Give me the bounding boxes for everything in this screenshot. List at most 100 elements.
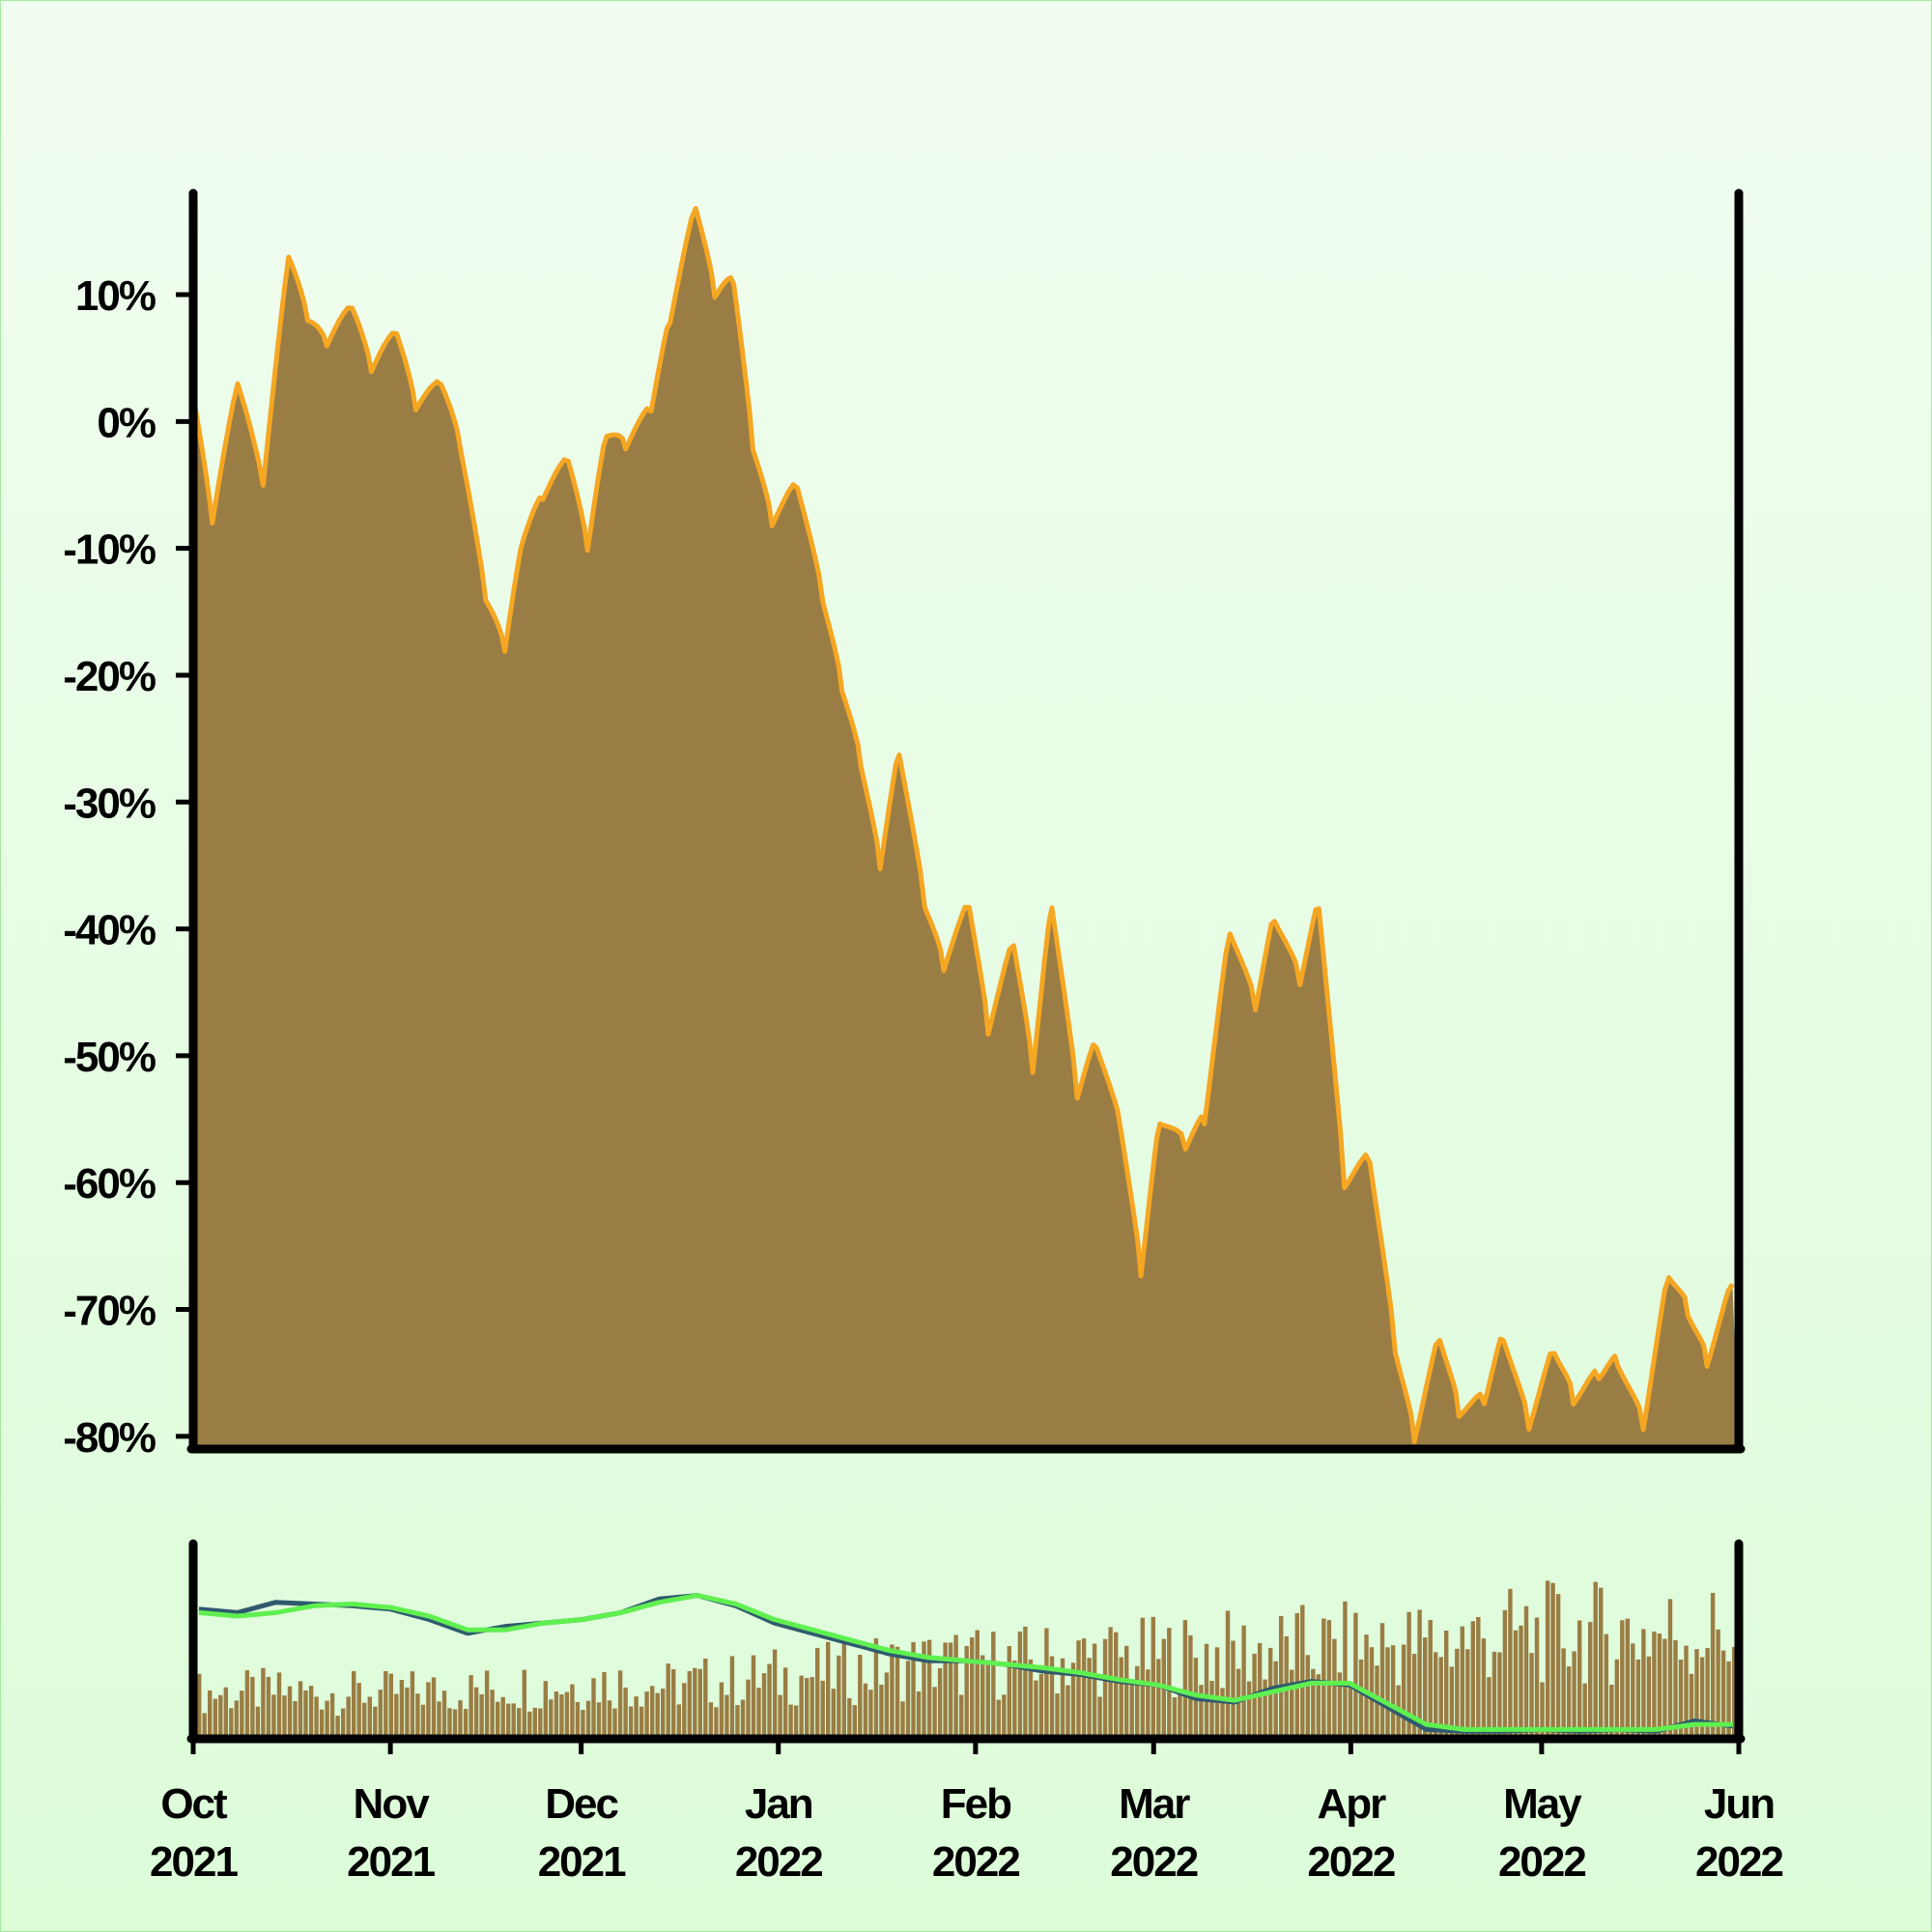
- volume-bar: [208, 1690, 213, 1737]
- volume-bar: [895, 1646, 900, 1737]
- volume-bar: [959, 1694, 964, 1737]
- volume-bar: [554, 1691, 559, 1737]
- volume-bar: [746, 1679, 751, 1737]
- volume-bar: [202, 1713, 207, 1737]
- volume-bar: [1726, 1661, 1731, 1737]
- volume-bar: [1652, 1631, 1657, 1737]
- volume-bar: [1673, 1639, 1678, 1737]
- volume-bar: [1034, 1680, 1038, 1737]
- volume-bar: [617, 1670, 623, 1737]
- volume-bar: [1411, 1654, 1417, 1737]
- volume-bar: [319, 1709, 325, 1737]
- volume-bar: [437, 1701, 441, 1737]
- volume-bar: [826, 1641, 831, 1737]
- volume-bar: [405, 1687, 410, 1737]
- volume-bar: [1290, 1669, 1294, 1737]
- volume-bar: [729, 1656, 735, 1737]
- volume-bar: [1689, 1673, 1694, 1737]
- volume-bar: [1385, 1647, 1390, 1737]
- volume-bar: [1156, 1659, 1161, 1737]
- volume-bar: [367, 1696, 373, 1737]
- volume-bar: [1343, 1601, 1348, 1737]
- volume-bar: [1455, 1648, 1460, 1737]
- volume-bar: [1273, 1661, 1278, 1737]
- volume-bar: [1076, 1640, 1081, 1737]
- volume-bar: [506, 1703, 511, 1737]
- volume-bar: [820, 1680, 825, 1737]
- volume-bar: [1246, 1681, 1252, 1737]
- y-tick-label: -60%: [63, 1160, 156, 1208]
- volume-bar: [1028, 1660, 1034, 1737]
- x-tick-year: 2021: [347, 1838, 435, 1886]
- volume-bar: [1401, 1644, 1406, 1737]
- volume-bar: [197, 1673, 202, 1737]
- volume-bar: [1646, 1656, 1652, 1737]
- volume-bar: [900, 1701, 905, 1737]
- volume-bar: [473, 1687, 479, 1737]
- volume-bar: [761, 1673, 767, 1737]
- volume-bar: [1188, 1634, 1193, 1737]
- volume-bar: [308, 1686, 314, 1737]
- price-panel: 10% 0% -10% -20% -30% -40% -50% -60% -70% -80%: [63, 188, 1746, 1462]
- volume-bar: [1513, 1630, 1519, 1737]
- volume-bar: [255, 1706, 261, 1737]
- y-tick-label: -80%: [63, 1414, 156, 1462]
- volume-bar: [661, 1689, 666, 1737]
- volume-bar: [329, 1692, 335, 1737]
- volume-bar: [1519, 1625, 1523, 1737]
- volume-bar: [1555, 1594, 1561, 1737]
- volume-bar: [1182, 1620, 1188, 1737]
- volume-bar: [1710, 1592, 1716, 1737]
- volume-bar: [751, 1655, 756, 1737]
- volume-bar: [975, 1630, 980, 1737]
- volume-bar: [581, 1710, 585, 1737]
- volume-bar: [447, 1708, 452, 1737]
- volume-bar: [1007, 1646, 1012, 1737]
- x-tick-year: 2021: [150, 1838, 238, 1886]
- volume-bar: [1534, 1617, 1540, 1737]
- volume-bar: [1417, 1609, 1422, 1737]
- volume-bar: [805, 1678, 810, 1737]
- volume-bar: [644, 1691, 649, 1737]
- volume-bar: [1487, 1677, 1492, 1737]
- volume-bar: [1300, 1605, 1305, 1737]
- volume-bar: [1167, 1628, 1172, 1737]
- volume-bar: [1065, 1685, 1070, 1737]
- volume-bar: [1146, 1669, 1151, 1737]
- x-tick-month: Mar: [1119, 1780, 1190, 1828]
- volume-bar: [1566, 1666, 1572, 1737]
- moving-average-long: [198, 1593, 1733, 1732]
- volume-bar: [1529, 1653, 1534, 1737]
- volume-bar: [1561, 1648, 1566, 1737]
- volume-bar: [527, 1711, 532, 1737]
- volume-bar: [1406, 1611, 1411, 1737]
- volume-bar: [452, 1709, 458, 1737]
- volume-bar: [564, 1691, 570, 1737]
- volume-bar: [1694, 1649, 1699, 1737]
- volume-bar: [1476, 1617, 1481, 1737]
- volume-bar: [378, 1690, 384, 1737]
- volume-bar: [496, 1701, 500, 1737]
- volume-bar: [1625, 1618, 1631, 1737]
- volume-bar: [1348, 1683, 1353, 1737]
- volume-bar: [1379, 1623, 1385, 1737]
- volume-bar: [213, 1698, 218, 1737]
- volume-bar: [314, 1696, 319, 1737]
- volume-bar: [522, 1669, 527, 1737]
- volume-bar: [223, 1687, 229, 1737]
- volume-bar: [1332, 1638, 1337, 1737]
- volume-bar: [1716, 1629, 1720, 1737]
- volume-bar: [282, 1695, 287, 1737]
- volume-bar: [426, 1682, 431, 1737]
- y-tick-label: -70%: [63, 1288, 156, 1335]
- volume-bar: [1087, 1658, 1092, 1737]
- volume-bar: [1428, 1620, 1433, 1737]
- volume-bar: [244, 1670, 250, 1737]
- volume-bar: [740, 1699, 746, 1737]
- volume-bar: [399, 1680, 405, 1737]
- volume-bar: [1732, 1646, 1737, 1737]
- volume-bar: [1497, 1652, 1502, 1737]
- x-tick-month: Feb: [941, 1780, 1011, 1828]
- volume-bar: [1129, 1683, 1134, 1737]
- volume-bar: [1540, 1682, 1545, 1737]
